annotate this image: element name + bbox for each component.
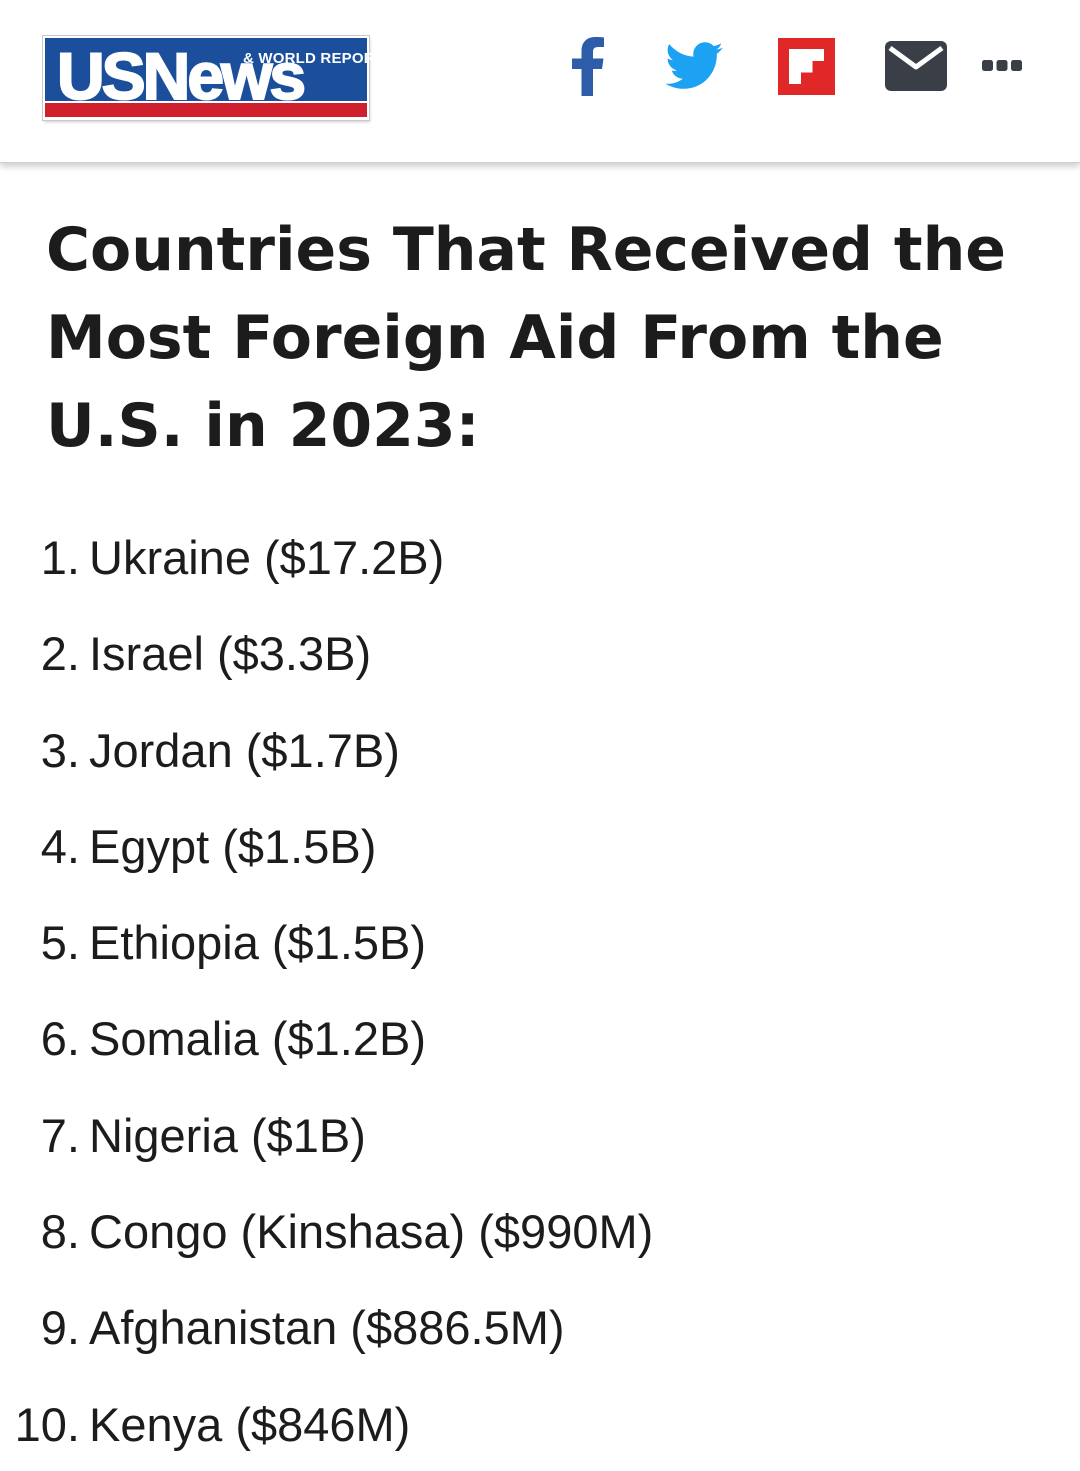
list-item-text: Nigeria ($1B) <box>89 1108 366 1162</box>
list-item: 8. Congo (Kinshasa) ($990M) <box>0 1184 1080 1280</box>
list-item: 10. Kenya ($846M) <box>0 1377 1080 1471</box>
more-options-button[interactable] <box>981 34 1023 98</box>
flipboard-share-button[interactable] <box>777 34 835 98</box>
list-item: 7. Nigeria ($1B) <box>0 1088 1080 1184</box>
ranked-list: 1. Ukraine ($17.2B) 2. Israel ($3.3B) 3. Jord… <box>0 510 1080 1471</box>
facebook-icon <box>571 36 605 96</box>
list-item-number: 3. <box>40 723 80 777</box>
list-item-number: 4. <box>40 819 80 873</box>
list-item-text: Israel ($3.3B) <box>89 627 372 681</box>
list-item-number: 7. <box>40 1108 80 1162</box>
list-item-number: 9. <box>40 1301 80 1355</box>
twitter-bird-icon <box>666 42 724 90</box>
envelope-icon <box>885 41 947 91</box>
logo-blue-band <box>45 38 367 101</box>
list-item-text: Ukraine ($17.2B) <box>89 531 445 584</box>
list-item-text: Afghanistan ($886.5M) <box>89 1301 565 1355</box>
logo-sub-text: & WORLD REPORT <box>243 50 385 67</box>
list-item-text: Jordan ($1.7B) <box>89 723 400 777</box>
logo-red-stripe <box>45 103 367 117</box>
email-share-button[interactable] <box>884 34 948 98</box>
twitter-share-button[interactable] <box>664 34 726 98</box>
list-item-text: Egypt ($1.5B) <box>89 819 377 873</box>
list-item-text: Congo (Kinshasa) ($990M) <box>89 1205 654 1259</box>
top-bar: USNews & WORLD REPORT <box>0 0 1080 163</box>
list-item-text: Kenya ($846M) <box>89 1397 411 1451</box>
list-item-number: 8. <box>40 1205 80 1259</box>
list-item-text: Ethiopia ($1.5B) <box>89 916 427 970</box>
list-item: 3. Jordan ($1.7B) <box>0 703 1080 799</box>
list-item: 6. Somalia ($1.2B) <box>0 991 1080 1087</box>
logo-main-text: USNews <box>56 39 307 113</box>
list-item: 9. Afghanistan ($886.5M) <box>0 1280 1080 1376</box>
list-item-number: 2. <box>40 627 80 681</box>
flipboard-icon <box>777 37 835 95</box>
us-news-logo[interactable]: USNews & WORLD REPORT <box>43 36 384 120</box>
facebook-share-button[interactable] <box>566 34 610 98</box>
list-item: 4. Egypt ($1.5B) <box>0 799 1080 895</box>
list-item-number: 10. <box>14 1397 80 1451</box>
list-item-number: 6. <box>40 1012 80 1066</box>
article-headline: Countries That Received the Most Foreign… <box>46 215 1006 461</box>
list-item: 2. Israel ($3.3B) <box>0 606 1080 702</box>
list-item-text: Somalia ($1.2B) <box>89 1012 426 1066</box>
list-item: 1. Ukraine ($17.2B) <box>0 510 1080 606</box>
list-item-number: 5. <box>40 916 80 970</box>
list-item-number: 1. <box>40 531 80 584</box>
more-dots-icon <box>982 59 1022 73</box>
list-item: 5. Ethiopia ($1.5B) <box>0 895 1080 991</box>
